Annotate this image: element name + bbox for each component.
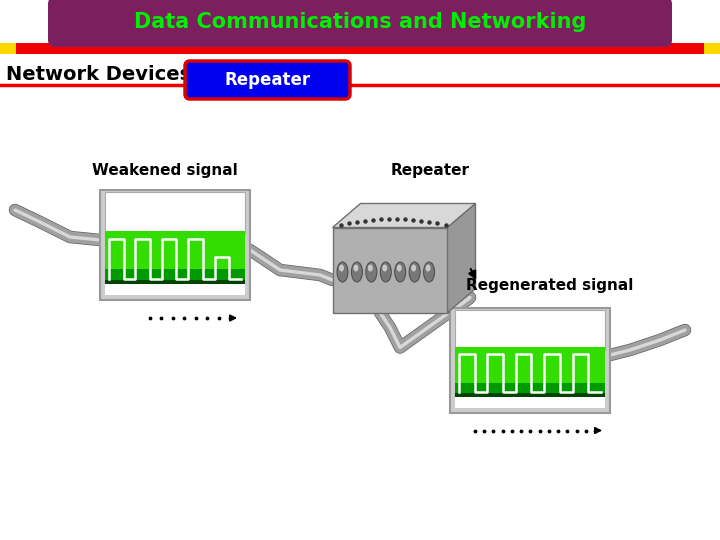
Ellipse shape [409, 262, 420, 282]
Text: Weakened signal: Weakened signal [92, 163, 238, 178]
Text: Repeater: Repeater [390, 163, 469, 178]
Bar [0, 43, 720, 54]
Ellipse shape [337, 262, 348, 282]
Bar [450, 307, 610, 413]
Bar [455, 393, 605, 397]
Bar [105, 280, 245, 284]
Bar [100, 190, 250, 300]
Ellipse shape [423, 262, 435, 282]
Bar [333, 227, 448, 313]
Polygon shape [333, 204, 475, 227]
FancyBboxPatch shape [185, 61, 350, 99]
Text: Network Devices:: Network Devices: [6, 64, 199, 84]
Bar [105, 231, 245, 271]
Ellipse shape [380, 262, 391, 282]
Ellipse shape [366, 262, 377, 282]
Ellipse shape [426, 265, 431, 272]
Ellipse shape [382, 265, 387, 272]
Bar [455, 347, 605, 384]
FancyBboxPatch shape [48, 0, 672, 47]
Bar [105, 284, 245, 295]
Ellipse shape [354, 265, 359, 272]
Bar [105, 269, 245, 284]
Bar [455, 309, 605, 349]
Ellipse shape [339, 265, 344, 272]
Bar [105, 192, 245, 234]
Ellipse shape [397, 265, 402, 272]
Bar [704, 43, 720, 54]
Bar [455, 383, 605, 397]
Text: Regenerated signal: Regenerated signal [467, 278, 634, 293]
Ellipse shape [395, 262, 405, 282]
Ellipse shape [368, 265, 373, 272]
Polygon shape [448, 204, 475, 313]
Text: Data Communications and Networking: Data Communications and Networking [134, 12, 586, 32]
Bar [0, 43, 16, 54]
Ellipse shape [411, 265, 416, 272]
Bar [455, 397, 605, 408]
Text: Repeater: Repeater [225, 71, 311, 89]
Ellipse shape [351, 262, 362, 282]
